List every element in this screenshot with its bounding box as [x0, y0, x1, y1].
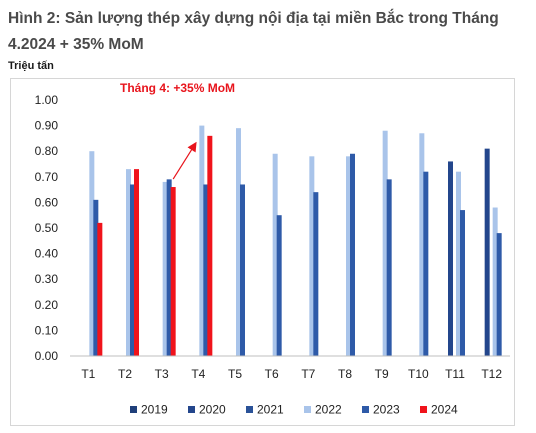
bar-2023-T6: [276, 215, 282, 356]
chart-frame: [10, 78, 515, 426]
y-tick-label: 0.00: [35, 349, 59, 363]
legend-label-2023: 2023: [373, 403, 400, 417]
x-tick-label: T12: [481, 367, 502, 381]
legend-swatch-2019: [130, 406, 137, 413]
bar-2024-T2: [134, 169, 139, 356]
y-tick-label: 0.50: [35, 221, 59, 235]
bar-2023-T10: [423, 171, 429, 356]
bar-2022-T11: [456, 171, 461, 356]
y-tick-label: 0.20: [35, 298, 59, 312]
bar-2023-T9: [386, 179, 392, 356]
y-tick-label: 0.60: [35, 195, 59, 209]
bar-2022-T8: [346, 156, 351, 356]
y-tick-label: 0.70: [35, 170, 59, 184]
bar-2023-T5: [240, 184, 245, 356]
legend-label-2022: 2022: [315, 403, 342, 417]
x-tick-label: T1: [81, 367, 95, 381]
legend-label-2020: 2020: [199, 403, 226, 417]
legend-swatch-2023: [362, 406, 369, 413]
legend-label-2024: 2024: [431, 403, 458, 417]
x-tick-label: T6: [265, 367, 279, 381]
x-tick-label: T11: [445, 367, 465, 381]
x-tick-label: T7: [301, 367, 315, 381]
legend: 2019 2020 2021 2022 2023 2024: [130, 403, 458, 417]
bar-2020-T11: [448, 161, 453, 356]
chart-title: Hình 2: Sản lượng thép xây dựng nội địa …: [8, 10, 499, 53]
bar-2023-T2: [130, 184, 135, 356]
bar-2024-T3: [170, 187, 176, 356]
bar-2022-T5: [236, 128, 241, 356]
y-axis: 0.00 0.10 0.20 0.30 0.40 0.50 0.60 0.70 0.80 0.90…: [35, 93, 59, 363]
bar-2022-T3: [162, 181, 168, 356]
y-tick-label: 1.00: [35, 93, 59, 107]
y-tick-label: 0.90: [35, 119, 59, 133]
annotation: Tháng 4: +35% MoM: [120, 81, 235, 180]
bar-2020-T12: [484, 148, 490, 356]
x-tick-label: T10: [408, 367, 429, 381]
bar-2023-T7: [313, 192, 319, 356]
annotation-arrow: [172, 141, 197, 180]
bar-2023-T4: [203, 184, 209, 356]
legend-swatch-2024: [420, 406, 427, 413]
y-tick-label: 0.40: [35, 247, 59, 261]
y-axis-unit-label: Triệu tấn: [8, 60, 54, 72]
bar-2023-T8: [350, 153, 355, 356]
x-tick-label: T4: [191, 367, 205, 381]
bar-2022-T7: [309, 156, 315, 356]
bar-2022-T10: [419, 133, 425, 356]
legend-swatch-2020: [188, 406, 195, 413]
bar-2022-T4: [199, 125, 205, 356]
bar-2022-T9: [382, 130, 388, 356]
y-tick-label: 0.30: [35, 272, 59, 286]
bar-2023-T11: [460, 210, 465, 356]
bar-2023-T12: [496, 233, 502, 356]
bar-2024-T1: [97, 222, 103, 356]
bar-2023-T1: [93, 199, 99, 356]
bar-2022-T6: [272, 153, 278, 356]
bar-2024-T4: [207, 135, 213, 356]
x-tick-label: T2: [118, 367, 132, 381]
legend-label-2019: 2019: [141, 403, 168, 417]
bar-2022-T2: [126, 169, 131, 356]
x-tick-label: T8: [338, 367, 352, 381]
bar-2023-T3: [166, 179, 172, 356]
x-tick-label: T3: [155, 367, 169, 381]
bar-2022-T12: [492, 207, 498, 356]
y-tick-label: 0.80: [35, 144, 59, 158]
x-tick-label: T9: [375, 367, 389, 381]
legend-swatch-2022: [304, 406, 311, 413]
legend-swatch-2021: [246, 406, 253, 413]
x-axis: T1 T2 T3 T4 T5 T6 T7 T8 T9 T10 T11 T12: [70, 355, 510, 381]
x-tick-label: T5: [228, 367, 242, 381]
bar-2022-T1: [89, 151, 95, 356]
y-tick-label: 0.10: [35, 323, 59, 337]
bars: [89, 125, 502, 356]
annotation-label: Tháng 4: +35% MoM: [120, 81, 235, 95]
legend-label-2021: 2021: [257, 403, 284, 417]
